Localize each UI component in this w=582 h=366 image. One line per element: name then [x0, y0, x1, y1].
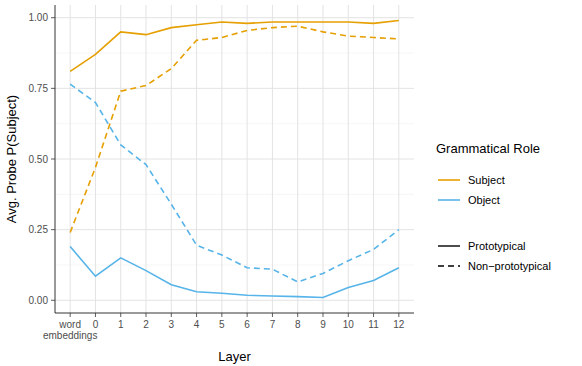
- x-tick-label-line: 8: [295, 319, 301, 330]
- legend-swatch: [438, 265, 460, 266]
- grid-line: [348, 5, 349, 313]
- x-tick-label-line: word: [58, 319, 81, 330]
- x-tick-label-line: 2: [143, 319, 149, 330]
- x-tick: [322, 313, 323, 317]
- grid-line: [272, 5, 273, 313]
- x-tick: [272, 313, 273, 317]
- x-tick-label: 2: [143, 319, 149, 330]
- grid-line: [146, 5, 147, 313]
- x-tick-label-line: 11: [368, 319, 379, 330]
- legend-swatch: [438, 179, 460, 181]
- minor-grid-line: [55, 123, 414, 124]
- grid-line: [120, 5, 121, 313]
- y-tick-label: 0.25: [29, 224, 49, 235]
- y-tick-label: 0.50: [29, 154, 49, 165]
- y-tick: [51, 88, 55, 89]
- x-tick: [348, 313, 349, 317]
- minor-grid-line: [55, 53, 414, 54]
- grid-line: [55, 17, 414, 18]
- minor-grid-line: [55, 264, 414, 265]
- x-tick: [146, 313, 147, 317]
- x-tick-label-line: embeddings: [43, 330, 97, 341]
- grid-line: [171, 5, 172, 313]
- x-tick-label: 11: [368, 319, 379, 330]
- x-tick: [247, 313, 248, 317]
- grid-line: [373, 5, 374, 313]
- x-tick-label: 1: [118, 319, 124, 330]
- y-tick: [51, 229, 55, 230]
- series-line: [70, 247, 399, 298]
- series-line: [70, 21, 399, 72]
- grid-line: [55, 88, 414, 89]
- grid-line: [55, 229, 414, 230]
- x-tick: [221, 313, 222, 317]
- x-tick-label: 6: [244, 319, 250, 330]
- y-tick: [51, 159, 55, 160]
- x-tick-label: 8: [295, 319, 301, 330]
- x-tick: [196, 313, 197, 317]
- x-tick-label: 5: [219, 319, 225, 330]
- x-tick: [171, 313, 172, 317]
- x-tick-label-line: 10: [343, 319, 355, 330]
- x-tick-label-line: 7: [270, 319, 276, 330]
- chart: 0.000.250.500.751.00wordembeddings012345…: [0, 0, 582, 366]
- x-tick-label-line: 12: [393, 319, 405, 330]
- legend-title: Grammatical Role: [436, 141, 540, 156]
- grid-line: [95, 5, 96, 313]
- grid-line: [55, 159, 414, 160]
- lines: [70, 21, 399, 298]
- x-tick: [70, 313, 71, 317]
- x-tick: [373, 313, 374, 317]
- grid-line: [70, 5, 71, 313]
- x-tick-label-line: 5: [219, 319, 225, 330]
- x-tick-label-line: 6: [244, 319, 250, 330]
- y-tick-label: 0.75: [29, 83, 49, 94]
- x-tick: [297, 313, 298, 317]
- x-axis-title: Layer: [218, 349, 251, 364]
- series-line: [70, 84, 399, 282]
- grid: [55, 5, 414, 313]
- x-tick-label: 0: [93, 319, 99, 330]
- x-tick-label: 4: [194, 319, 200, 330]
- grid-line: [221, 5, 222, 313]
- x-tick-label-line: 1: [118, 319, 124, 330]
- x-tick-label: 10: [343, 319, 355, 330]
- x-tick-label-line: 0: [93, 319, 99, 330]
- x-tick: [95, 313, 96, 317]
- grid-line: [297, 5, 298, 313]
- y-axis-title: Avg. Probe P(Subject): [4, 95, 19, 223]
- grid-line: [322, 5, 323, 313]
- x-tick-label-line: 9: [320, 319, 326, 330]
- grid-line: [55, 300, 414, 301]
- x-tick-label-line: 4: [194, 319, 200, 330]
- x-tick-label-line: 3: [169, 319, 175, 330]
- x-tick: [398, 313, 399, 317]
- y-tick: [51, 17, 55, 18]
- x-tick: [120, 313, 121, 317]
- x-tick-label: 7: [270, 319, 276, 330]
- x-tick-label: 9: [320, 319, 326, 330]
- y-tick-label: 0.00: [29, 295, 49, 306]
- series-line: [70, 26, 399, 232]
- grid-line: [196, 5, 197, 313]
- legend-swatch: [438, 245, 460, 246]
- legend-swatch: [438, 199, 460, 201]
- y-tick: [51, 300, 55, 301]
- minor-grid-line: [55, 194, 414, 195]
- x-tick-label: 12: [393, 319, 405, 330]
- legend-label: Prototypical: [468, 240, 525, 252]
- legend-label: Object: [468, 194, 500, 206]
- x-axis-line: [55, 313, 414, 314]
- grid-line: [398, 5, 399, 313]
- legend-label: Subject: [468, 174, 505, 186]
- x-tick-label: wordembeddings: [43, 319, 97, 341]
- y-tick-label: 1.00: [29, 12, 49, 23]
- x-tick-label: 3: [169, 319, 175, 330]
- legend-label: Non−prototypical: [468, 260, 551, 272]
